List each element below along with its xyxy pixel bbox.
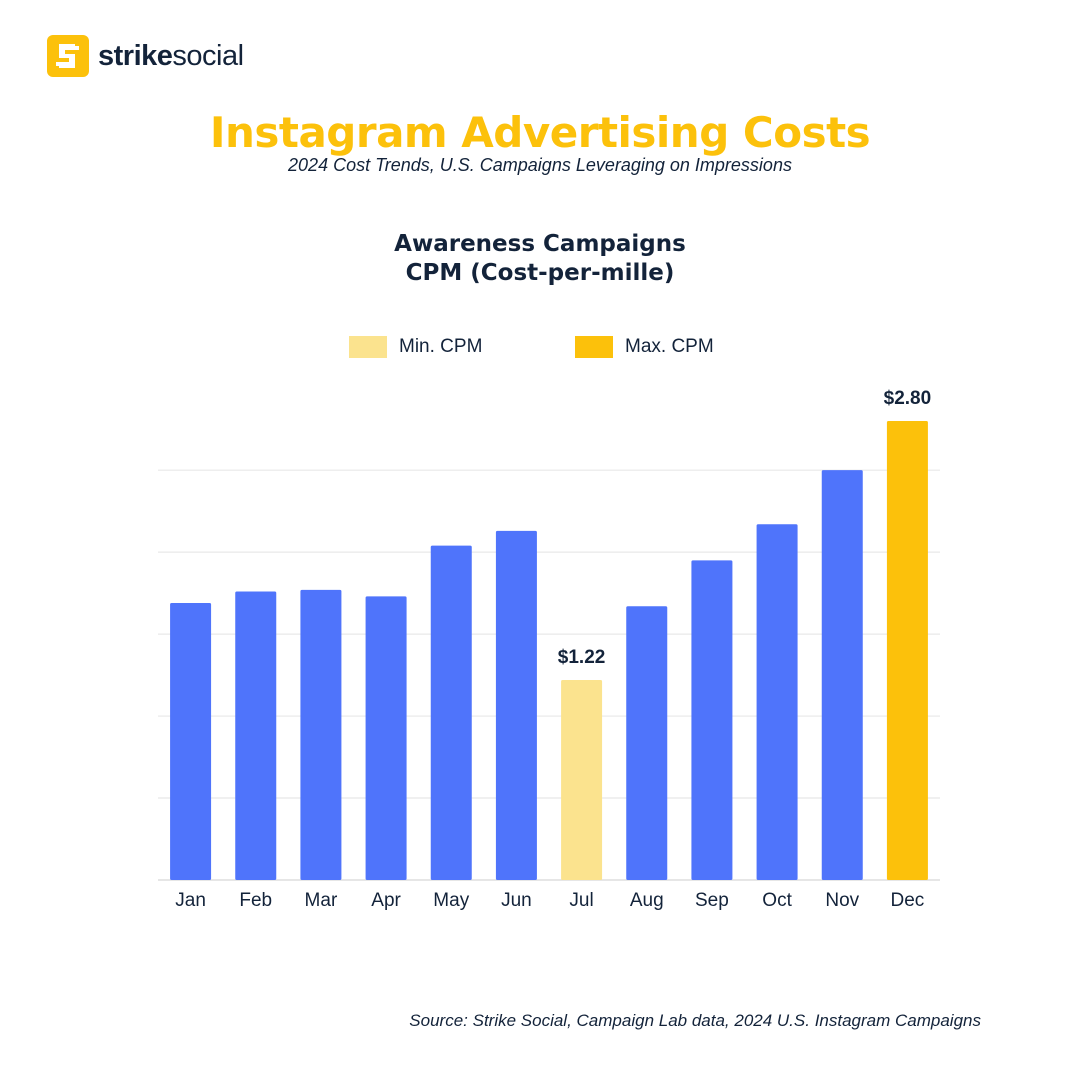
bar-feb [235,591,277,880]
logo-wordmark: strikesocial [98,40,244,73]
chart-title-line-2: CPM (Cost-per-mille) [405,260,675,286]
legend-swatch-min [349,336,387,358]
legend-label-min: Min. CPM [399,336,483,357]
bar-mar [300,589,342,880]
bar-may [430,545,472,880]
bar-jun [495,530,537,880]
x-tick-label-sep: Sep [695,890,729,911]
x-tick-label-nov: Nov [825,890,859,911]
bar-aug [626,606,668,880]
bar-nov [821,470,863,880]
bar-apr [365,596,407,880]
x-tick-label-mar: Mar [305,890,338,911]
bar-jul [561,680,603,880]
data-label-dec: $2.80 [884,388,932,409]
legend-swatch-max [575,336,613,358]
strike-social-logo-icon [47,35,89,77]
bar-sep [691,560,733,880]
chart-title: Awareness Campaigns CPM (Cost-per-mille) [0,230,1080,288]
legend-item-min: Min. CPM [349,336,482,358]
bar-jan [170,602,212,880]
page-subtitle: 2024 Cost Trends, U.S. Campaigns Leverag… [288,155,792,175]
x-tick-label-dec: Dec [891,890,925,911]
chart-legend: Min. CPM Max. CPM [0,336,1080,360]
strike-social-logo: strikesocial [47,35,244,77]
bar-dec [886,421,928,880]
x-tick-label-jul: Jul [569,890,593,911]
x-tick-label-feb: Feb [239,890,272,911]
data-label-jul: $1.22 [558,647,606,668]
page-title: Instagram Advertising Costs [209,108,871,157]
x-tick-label-aug: Aug [630,890,664,911]
x-tick-label-jun: Jun [501,890,532,911]
legend-label-max: Max. CPM [625,336,714,357]
logo-wordmark-light: social [172,39,244,72]
x-tick-label-may: May [433,890,469,911]
x-tick-label-apr: Apr [371,890,401,911]
legend-item-max: Max. CPM [575,336,714,358]
bar-oct [756,524,798,880]
logo-wordmark-bold: strike [98,39,173,72]
x-tick-label-jan: Jan [175,890,206,911]
x-tick-label-oct: Oct [762,890,792,911]
source-note: Source: Strike Social, Campaign Lab data… [409,1011,981,1030]
chart-title-line-1: Awareness Campaigns [394,231,686,257]
